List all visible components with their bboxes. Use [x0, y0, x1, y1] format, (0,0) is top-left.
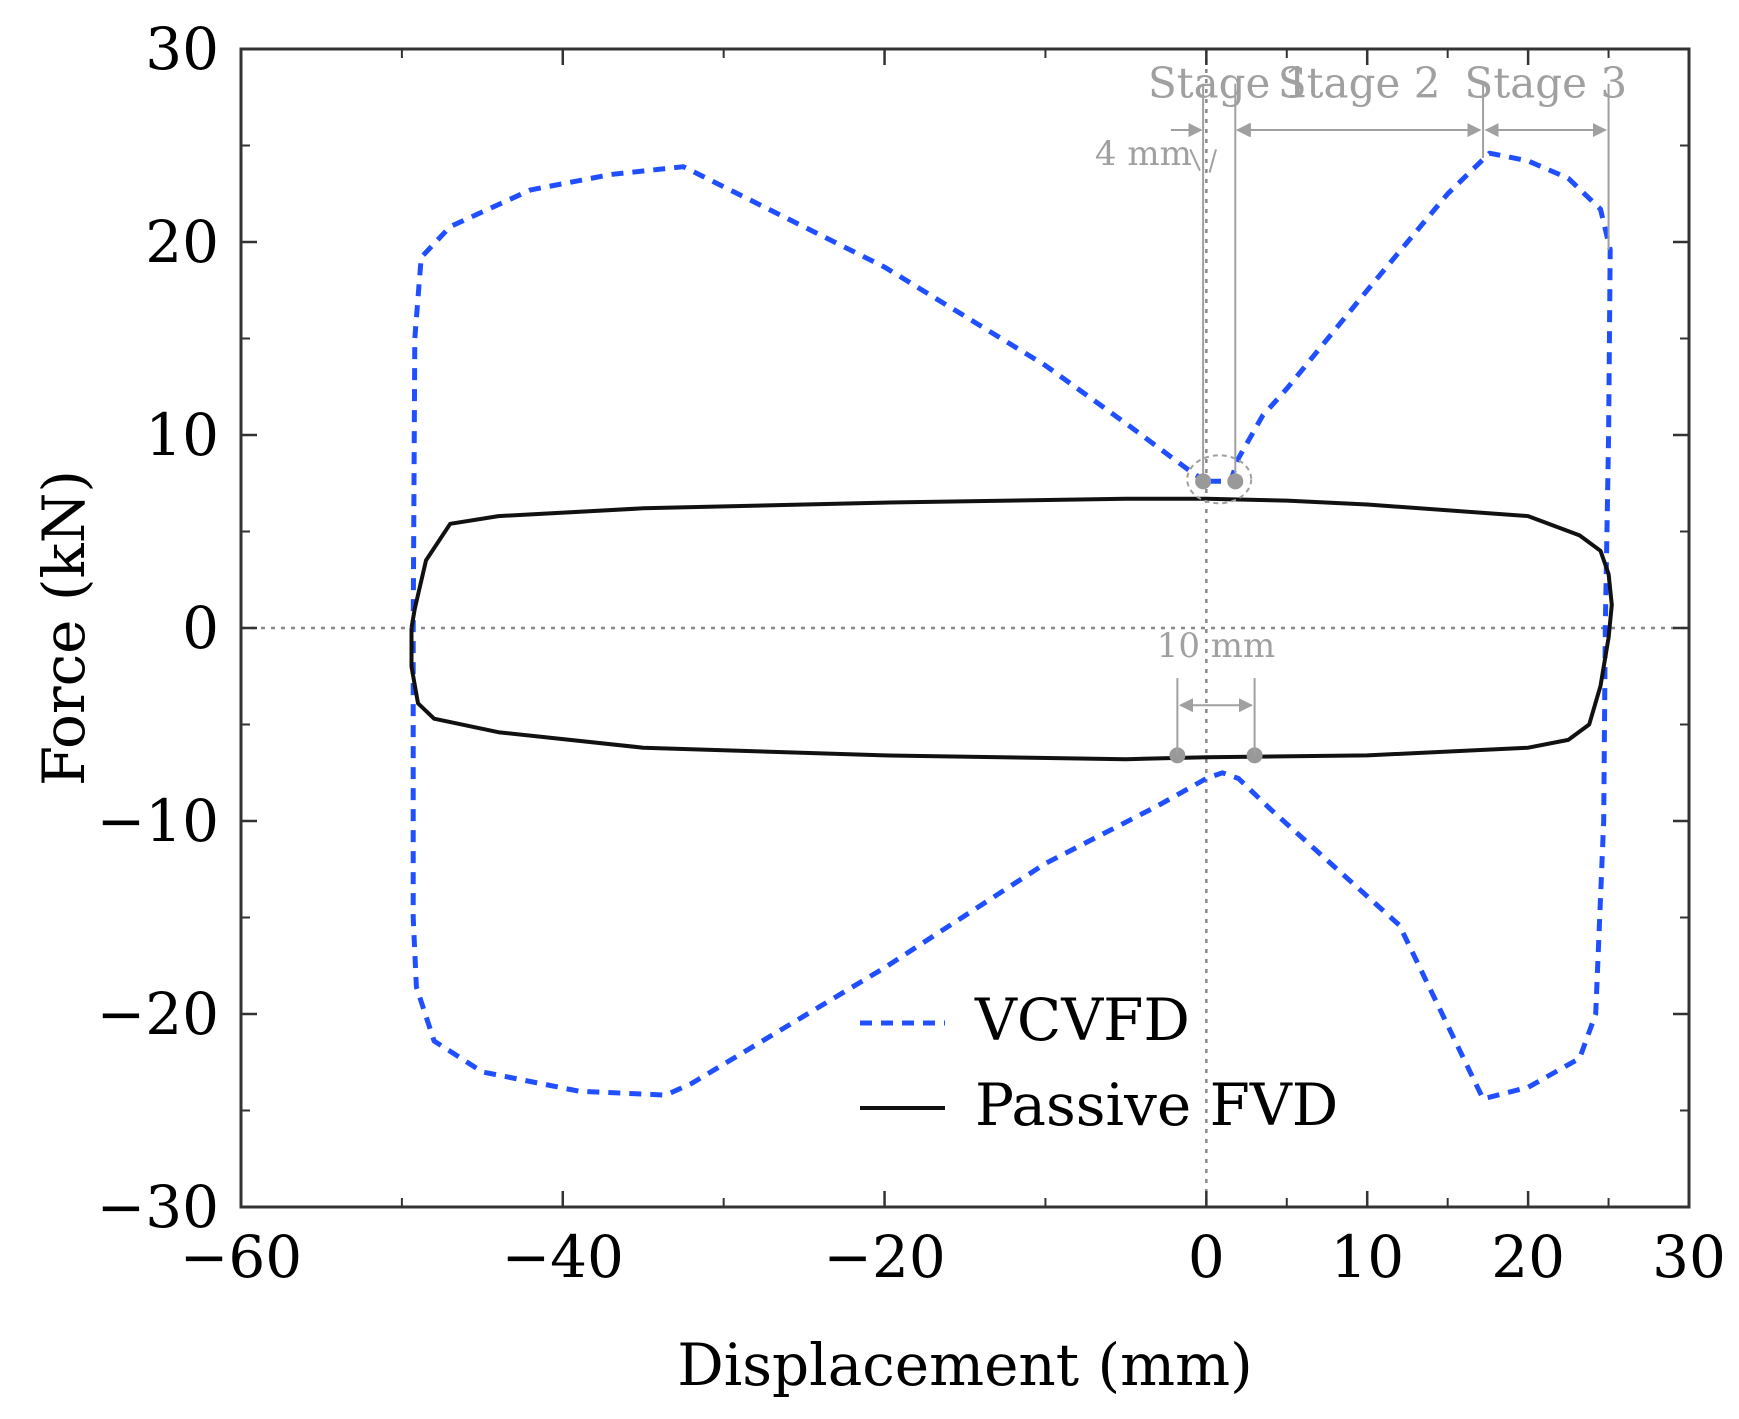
legend: VCVFD Passive FVD — [860, 986, 1338, 1139]
gap-leader-line — [1208, 149, 1217, 173]
x-tick-label: 20 — [1491, 1223, 1565, 1291]
x-tick-label: 30 — [1652, 1223, 1726, 1291]
tick-labels: −60 −40 −20 0 10 20 30 30 20 10 0 −10 −20 −30 — [97, 15, 1726, 1291]
y-tick-label: 20 — [145, 208, 219, 276]
stage-1-label: Stage 1 — [1148, 59, 1311, 108]
y-axis-title: Force (kN) — [30, 470, 98, 786]
legend-label-vcvfd: VCVFD — [974, 986, 1190, 1054]
gap-point-marker — [1195, 473, 1212, 490]
series-line-vcvfd — [410, 150, 1613, 1102]
reference-lines — [241, 49, 1689, 1207]
y-tick-label: −20 — [97, 980, 219, 1048]
x-tick-label: 10 — [1330, 1223, 1404, 1291]
x-tick-label: 0 — [1188, 1223, 1225, 1291]
y-tick-label: 30 — [145, 15, 219, 83]
stage-3-label: Stage 3 — [1465, 59, 1628, 108]
gap-point-marker — [1227, 473, 1244, 490]
gap-10mm-label: 10 mm — [1157, 626, 1276, 666]
legend-label-passive-fvd: Passive FVD — [975, 1071, 1338, 1139]
y-tick-label: −10 — [97, 787, 219, 855]
y-tick-label: 10 — [145, 401, 219, 469]
tick-marks — [241, 49, 1689, 1207]
data-series — [409, 150, 1614, 1102]
gap-highlight-ellipse — [1186, 454, 1253, 505]
stage-2-label: Stage 2 — [1278, 59, 1441, 108]
y-tick-label: 0 — [182, 594, 219, 662]
series-line-passive-fvd — [409, 496, 1614, 762]
x-tick-label: −40 — [502, 1223, 624, 1291]
gap-4mm-label: 4 mm — [1095, 134, 1192, 174]
gap-leader-line — [1189, 148, 1201, 172]
x-tick-label: −20 — [823, 1223, 945, 1291]
x-axis-title: Displacement (mm) — [677, 1331, 1253, 1399]
y-tick-label: −30 — [97, 1173, 219, 1241]
annotations — [1169, 83, 1610, 764]
x-tick-label: −60 — [180, 1223, 302, 1291]
